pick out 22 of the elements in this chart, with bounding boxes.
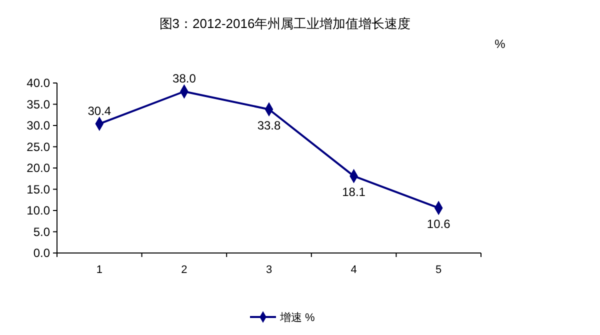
y-axis-title: %	[494, 37, 506, 51]
x-tick-label: 5	[436, 264, 442, 276]
x-tick-label: 2	[181, 264, 188, 276]
data-label: 33.8	[257, 118, 281, 132]
data-label: 30.4	[88, 104, 112, 118]
chart-title: 图3：2012-2016年州属工业增加值增长速度	[159, 16, 411, 31]
legend-label: 增速 %	[279, 310, 316, 324]
y-tick-label: 30.0	[26, 118, 50, 133]
x-tick-label: 1	[96, 264, 102, 276]
data-label: 38.0	[172, 72, 196, 86]
y-tick-label: 0.0	[33, 246, 50, 260]
x-tick-label: 3	[266, 264, 272, 276]
data-label: 10.6	[426, 216, 451, 231]
y-tick-label: 40.0	[26, 76, 50, 90]
y-tick-label: 20.0	[26, 161, 50, 176]
y-tick-label: 10.0	[26, 204, 50, 218]
data-label: 18.1	[342, 185, 366, 200]
x-tick-label: 4	[350, 264, 357, 276]
y-tick-label: 35.0	[26, 97, 50, 112]
y-tick-label: 5.0	[33, 224, 50, 239]
y-tick-label: 25.0	[26, 140, 50, 154]
y-tick-label: 15.0	[26, 182, 50, 196]
